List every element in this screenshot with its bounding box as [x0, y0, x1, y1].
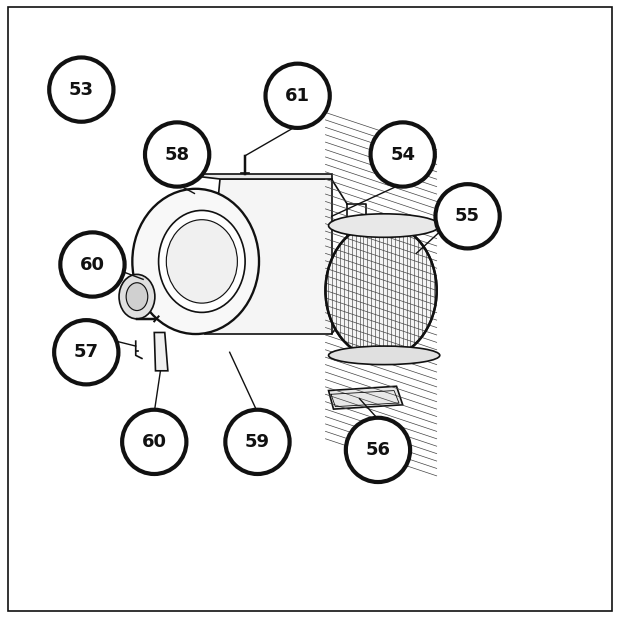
Text: 60: 60	[80, 255, 105, 274]
Circle shape	[145, 122, 210, 187]
Text: 55: 55	[455, 207, 480, 226]
Circle shape	[435, 184, 500, 248]
Polygon shape	[154, 332, 168, 371]
Ellipse shape	[119, 274, 155, 319]
Ellipse shape	[326, 222, 436, 358]
Text: 56: 56	[365, 441, 391, 459]
Circle shape	[54, 320, 118, 384]
Circle shape	[122, 410, 187, 474]
Circle shape	[371, 122, 435, 187]
Ellipse shape	[159, 210, 245, 313]
Ellipse shape	[329, 214, 440, 237]
Circle shape	[346, 418, 410, 482]
Ellipse shape	[132, 189, 259, 334]
Polygon shape	[177, 174, 332, 179]
Polygon shape	[205, 179, 332, 334]
Ellipse shape	[166, 220, 237, 303]
Text: 59: 59	[245, 433, 270, 451]
Ellipse shape	[126, 283, 148, 310]
Text: 60: 60	[142, 433, 167, 451]
Circle shape	[265, 64, 330, 128]
Text: 53: 53	[69, 80, 94, 99]
Circle shape	[225, 410, 290, 474]
Circle shape	[60, 232, 125, 297]
Text: 61: 61	[285, 87, 310, 105]
Polygon shape	[329, 386, 403, 409]
Circle shape	[49, 57, 113, 122]
Text: 54: 54	[390, 145, 415, 164]
Text: 58: 58	[164, 145, 190, 164]
Text: 57: 57	[74, 343, 99, 362]
Ellipse shape	[329, 346, 440, 365]
